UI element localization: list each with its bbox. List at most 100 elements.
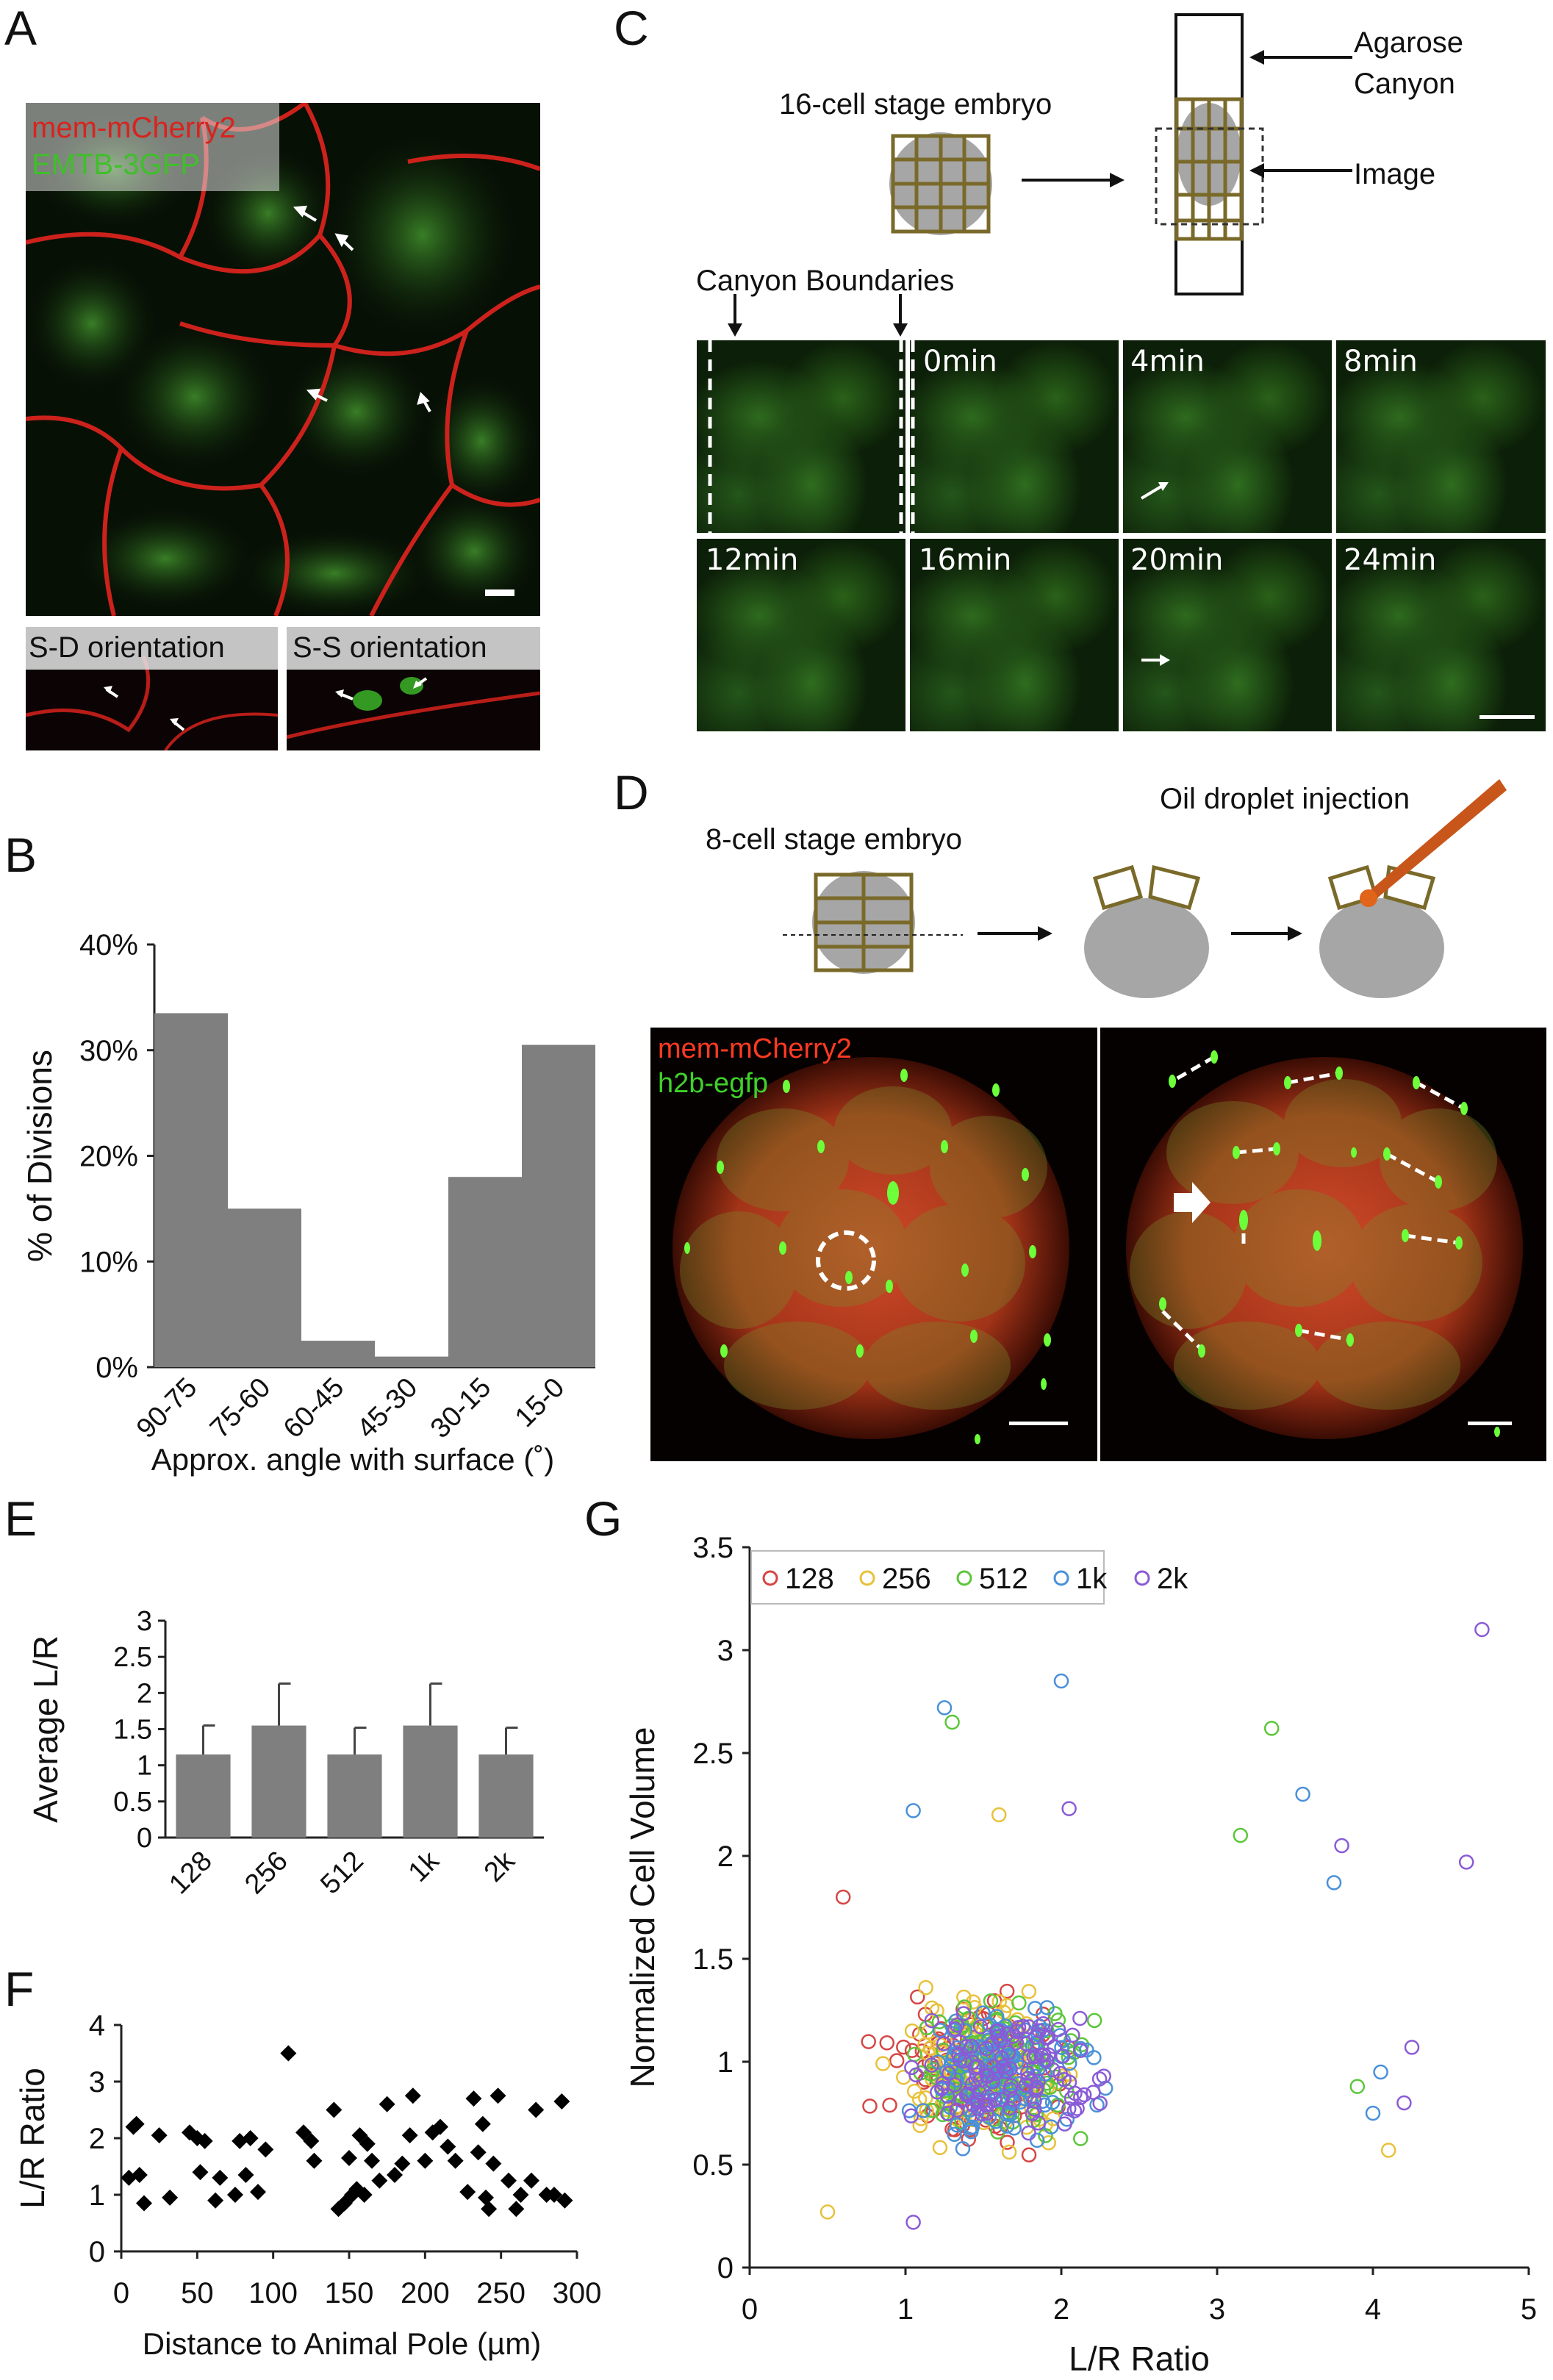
x-tick-label: 50 — [181, 2277, 214, 2309]
data-point — [1086, 2012, 1102, 2029]
data-point — [465, 2090, 482, 2107]
scale-bar — [1468, 1422, 1512, 1425]
data-point — [1061, 2049, 1077, 2065]
data-point — [1072, 2010, 1088, 2026]
x-tick-label: 256 — [239, 1846, 294, 1901]
data-point — [1021, 2125, 1036, 2141]
data-point — [447, 2152, 464, 2169]
bar — [478, 1754, 534, 1838]
data-point — [237, 2167, 254, 2184]
data-point — [1050, 2012, 1066, 2028]
data-point — [1041, 2135, 1056, 2151]
data-point — [936, 1700, 953, 1716]
canyon-boundary-lines — [708, 340, 903, 533]
chart-b-divisions: 0% 10% 20% 30% 40% 90-75 75-60 60-45 45-30 30-15 1… — [21, 929, 595, 1477]
data-point — [1021, 1984, 1037, 1999]
y-tick-label: 1.5 — [113, 1715, 152, 1746]
inset-ss-orientation: S-S orientation — [287, 627, 540, 750]
bar — [154, 1013, 228, 1367]
y-tick-label: 3 — [137, 1606, 152, 1637]
data-point — [1011, 1995, 1027, 2011]
data-point — [1373, 2064, 1388, 2080]
data-point — [1072, 2090, 1088, 2106]
legend-label: 2k — [1157, 1563, 1188, 1595]
legend-microtubule-label: EMTB-3GFP — [32, 148, 200, 181]
data-point — [1005, 2092, 1022, 2107]
data-point — [394, 2155, 411, 2172]
timepoint-label: 16min — [919, 543, 1012, 577]
arrow-icon — [1174, 1182, 1211, 1223]
data-point — [1019, 2036, 1034, 2051]
x-tick-label: 200 — [401, 2277, 450, 2309]
bar — [228, 1208, 301, 1367]
data-point — [923, 2066, 939, 2082]
data-point — [875, 2056, 891, 2071]
data-point — [913, 2111, 929, 2126]
data-point — [985, 2073, 1000, 2090]
data-point — [371, 2172, 388, 2189]
data-point — [912, 2118, 928, 2133]
data-point — [904, 2060, 919, 2076]
data-point — [523, 2172, 539, 2189]
panel-letter-d: D — [614, 765, 649, 820]
y-tick-label: 2 — [717, 1840, 734, 1873]
data-point — [1002, 2100, 1018, 2116]
data-point — [952, 2034, 968, 2050]
data-point — [1003, 2061, 1019, 2076]
legend-marker — [859, 1570, 875, 1586]
inset-sd-label: S-D orientation — [29, 631, 225, 664]
data-point — [151, 2127, 168, 2144]
data-point — [303, 2132, 320, 2149]
data-point — [1054, 2040, 1069, 2055]
bar — [301, 1341, 375, 1367]
data-point — [556, 2192, 573, 2209]
data-point — [947, 2126, 962, 2143]
chart-g-volume-vs-lr: 0 0.5 1 1.5 2 2.5 3 3.5 0 1 2 3 4 5 128 256 512 1k 2k L/R R… — [623, 1532, 1537, 2378]
timelapse-tile-5: 20min — [1123, 539, 1332, 731]
data-point — [192, 2164, 209, 2181]
data-point — [295, 2124, 312, 2141]
legend-marker — [762, 1570, 778, 1586]
panel-letter-g: G — [584, 1491, 623, 1546]
data-point — [1057, 2116, 1072, 2132]
legend-label: 256 — [882, 1563, 931, 1595]
data-point — [1091, 2071, 1108, 2087]
data-point — [1061, 1801, 1077, 1816]
x-tick-label: 300 — [553, 2277, 602, 2309]
data-point — [999, 1983, 1015, 1999]
bar — [448, 1177, 522, 1367]
x-tick-label: 60-45 — [278, 1372, 350, 1444]
data-point — [1020, 2071, 1036, 2087]
data-point — [470, 2144, 487, 2161]
data-point — [949, 2102, 965, 2118]
scale-bar — [1009, 1422, 1068, 1425]
chart-e-average-lr: 0 0.5 1 1.5 2 2.5 3 128 256 512 1k 2k Average L/R — [26, 1606, 544, 1901]
data-point — [1021, 2147, 1037, 2162]
data-point — [1233, 1827, 1249, 1843]
data-point — [528, 2101, 545, 2118]
data-point — [964, 2076, 980, 2092]
data-point — [905, 2215, 921, 2230]
data-point — [908, 2067, 924, 2083]
timelapse-tile-0: 0min — [910, 340, 1119, 533]
y-tick-label: 4 — [89, 2014, 105, 2042]
data-point — [819, 2204, 836, 2220]
data-point — [918, 1979, 933, 1996]
timelapse-tile-reference — [697, 340, 905, 533]
x-tick-label: 1k — [403, 1845, 446, 1888]
x-tick-label: 512 — [315, 1846, 370, 1901]
data-point — [356, 2187, 373, 2203]
x-tick-label: 5 — [1521, 2293, 1537, 2326]
data-point — [964, 2119, 980, 2135]
x-tick-label: 128 — [163, 1846, 218, 1901]
embryo-8cell-label: 8-cell stage embryo — [706, 823, 963, 856]
timelapse-tile-3: 12min — [697, 539, 905, 731]
oil-injection-label: Oil droplet injection — [1160, 783, 1410, 815]
data-point — [1365, 2105, 1381, 2121]
y-tick-label: 0 — [89, 2236, 105, 2268]
data-point — [896, 2039, 911, 2055]
y-tick-label: 3 — [89, 2066, 105, 2098]
image-label: Image — [1354, 158, 1436, 190]
y-tick-label: 0 — [137, 1823, 152, 1854]
data-point — [459, 2184, 476, 2201]
